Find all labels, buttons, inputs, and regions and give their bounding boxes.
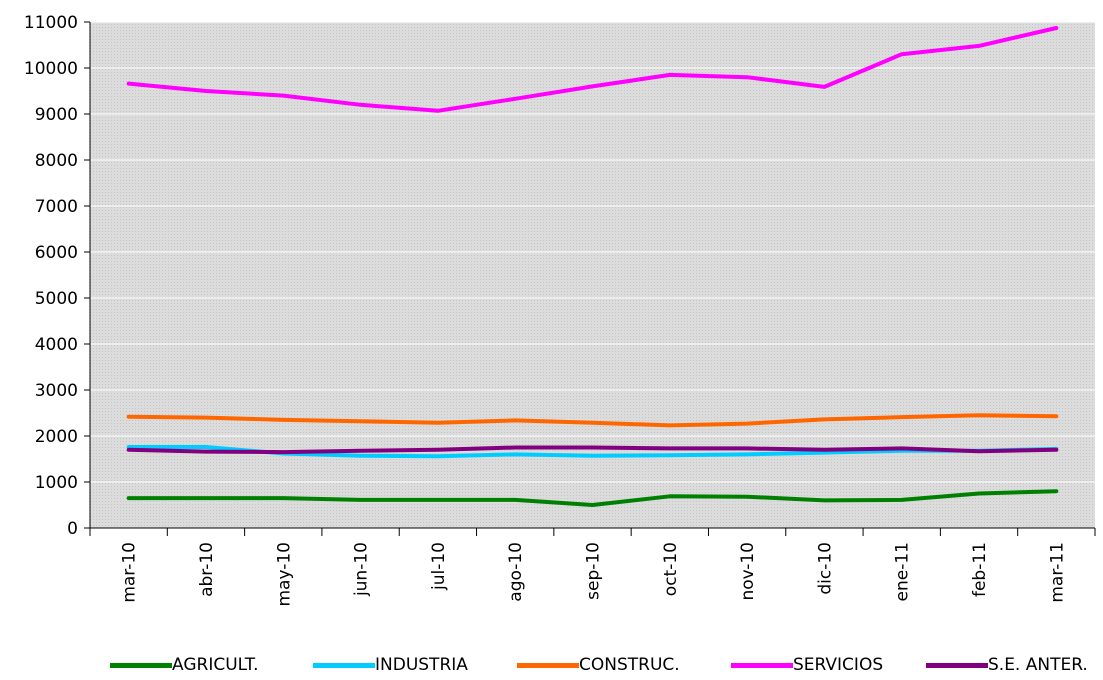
y-tick-label: 0 [67,519,78,539]
series-line-3 [126,413,1059,428]
x-tick-label: ago-10 [506,542,526,602]
axes: 0 1000 2000 3000 4000 5000 6000 7000 8000 9000 100… [24,13,1096,607]
legend-swatch [926,662,988,668]
y-tick-label: 5000 [35,289,78,309]
plot-area [90,22,1095,528]
x-tick-label: abr-10 [197,542,217,597]
legend: AGRICULT. INDUSTRIA CONSTRUC. SERVICIOS S.E.… [0,652,1103,678]
legend-label: S.E. ANTER. [988,655,1088,675]
x-tick-label: jul-10 [429,542,449,591]
legend-item: S.E. ANTER. [926,652,1088,678]
y-tick-label: 1000 [35,473,78,493]
legend-swatch [313,662,375,668]
x-tick-label: feb-11 [970,542,990,597]
x-tick-label: ene-11 [893,542,913,601]
x-tick-label: may-10 [274,542,294,607]
y-tick-label: 8000 [35,151,78,171]
y-tick-label: 10000 [24,59,78,79]
legend-label: SERVICIOS [793,655,884,675]
legend-label: CONSTRUC. [579,655,680,675]
y-tick-label: 3000 [35,381,78,401]
series-line-4 [126,26,1059,113]
x-tick-label: mar-10 [120,542,140,603]
y-tick-label: 7000 [35,197,78,217]
y-tick-label: 6000 [35,243,78,263]
y-tick-label: 4000 [35,335,78,355]
legend-item: INDUSTRIA [313,652,468,678]
x-tick-label: sep-10 [584,542,604,600]
y-tick-label: 2000 [35,427,78,447]
legend-item: AGRICULT. [110,652,259,678]
x-tick-label: jun-10 [352,542,372,597]
legend-item: SERVICIOS [731,652,883,678]
series-line-5 [126,445,1059,455]
series-lines [126,26,1059,507]
y-tick-label: 9000 [35,105,78,125]
legend-label: AGRICULT. [172,655,259,675]
legend-label: INDUSTRIA [375,655,468,675]
x-tick-label: nov-10 [738,542,758,601]
legend-swatch [517,662,579,668]
series-line-1 [126,489,1059,507]
legend-swatch [110,662,172,668]
line-chart: 0 1000 2000 3000 4000 5000 6000 7000 8000 9000 100… [24,13,1096,607]
x-tick-label: mar-11 [1047,542,1067,603]
legend-swatch [731,662,793,668]
x-tick-label: oct-10 [661,542,681,596]
x-tick-label: dic-10 [815,542,835,595]
gridlines [90,21,1095,483]
legend-item: CONSTRUC. [517,652,680,678]
y-tick-label: 11000 [24,13,78,33]
